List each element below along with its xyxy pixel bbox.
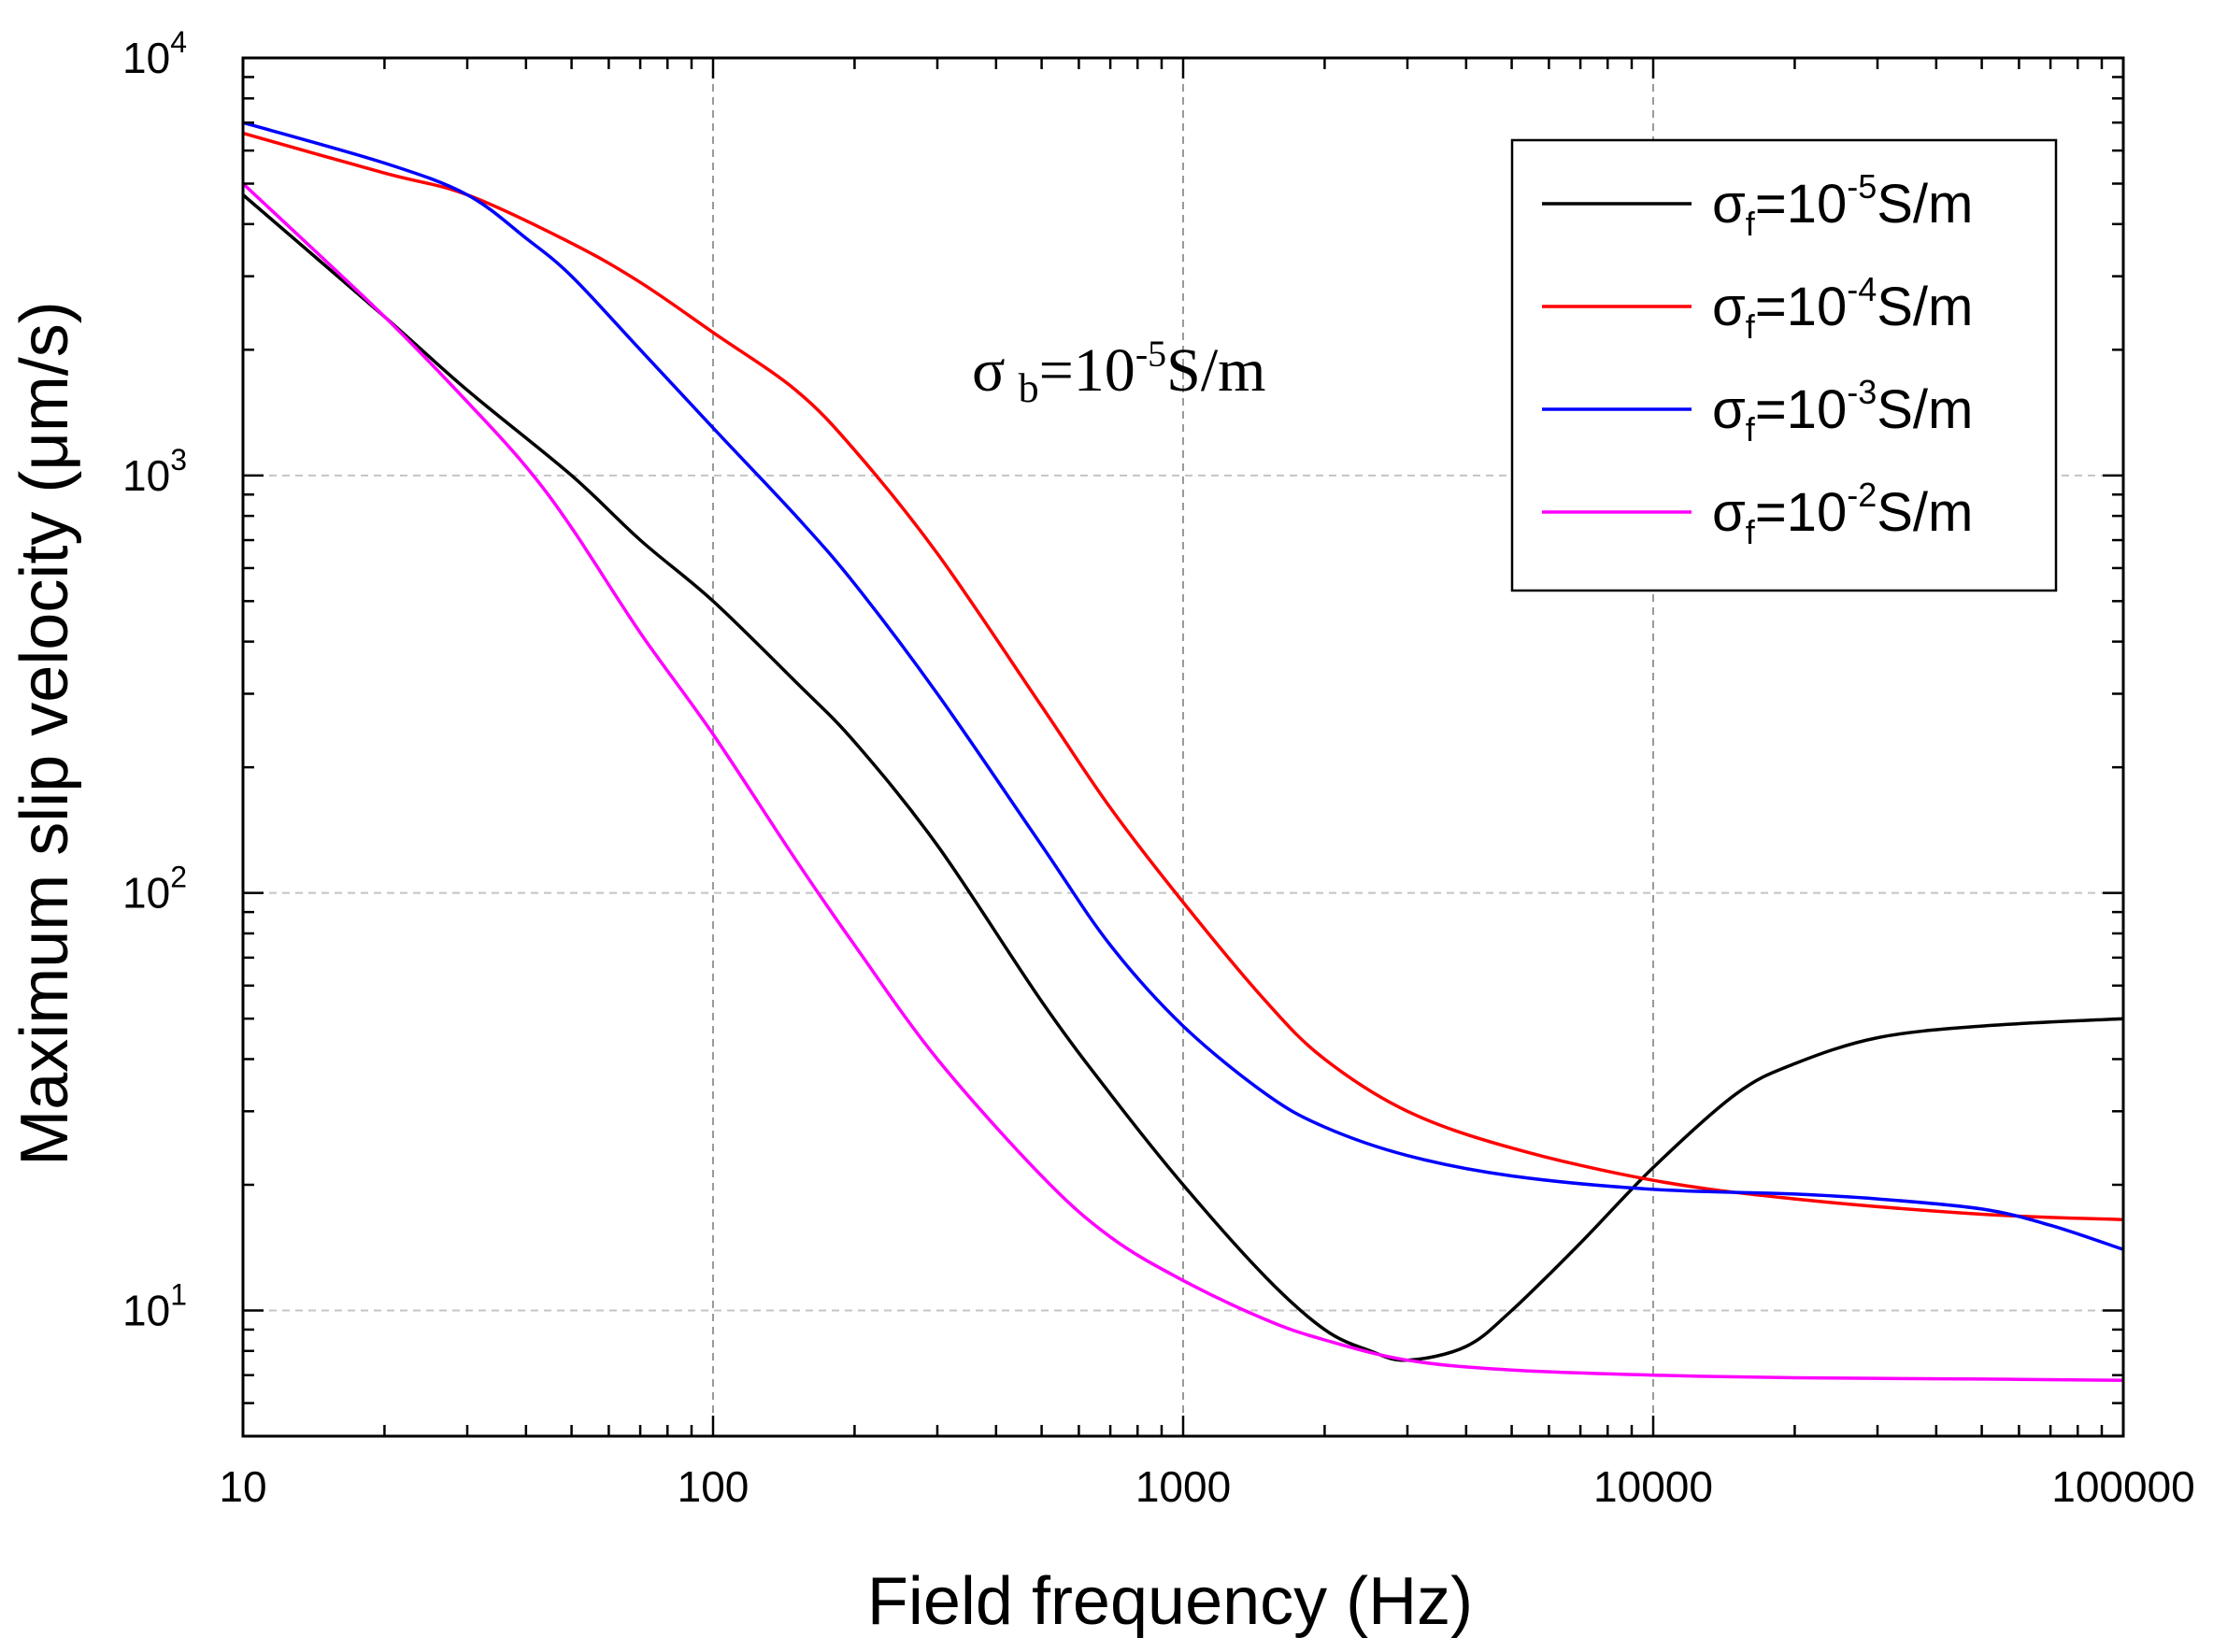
y-tick-base: 10 [122,1286,170,1334]
legend-entry: σf=10-2S/m [1542,476,1973,551]
superscript: -5 [1135,333,1166,375]
equals-ten: =10 [1755,379,1847,440]
legend-label: σf=10-2S/m [1712,476,1973,551]
y-tick-base: 10 [122,34,170,82]
superscript: -2 [1847,476,1877,514]
legend-entry: σf=10-3S/m [1542,373,1973,449]
y-tick-label: 103 [122,443,187,500]
y-tick-exponent: 4 [170,25,187,59]
equals-ten: =10 [1755,174,1847,235]
legend-entry: σf=10-4S/m [1542,270,1973,346]
y-tick-exponent: 1 [170,1277,187,1311]
unit: S/m [1877,174,1973,235]
sigma-symbol: σ [1712,174,1746,235]
subscript: f [1746,410,1756,449]
x-tick-labels: 10 100 1000 10000 100000 [219,1462,2194,1511]
x-tick-label: 10 [219,1462,266,1511]
subscript: f [1746,307,1756,346]
equals-ten: =10 [1755,482,1847,543]
subscript: f [1746,513,1756,551]
sigma-symbol: σ [972,336,1006,405]
equals-ten: =10 [1755,277,1847,337]
subscript: f [1746,205,1756,243]
legend-label: σf=10-3S/m [1712,373,1973,449]
sigma-b-annotation: σ b=10-5S/m [972,333,1266,411]
unit: S/m [1166,336,1265,405]
series-line-1 [241,193,2124,1362]
x-tick-label: 10000 [1593,1462,1713,1511]
y-tick-label: 101 [122,1277,187,1334]
superscript: -3 [1847,373,1877,411]
y-tick-label: 104 [122,25,187,82]
y-tick-exponent: 2 [170,861,187,894]
unit: S/m [1877,277,1973,337]
equals-ten: =10 [1039,336,1135,405]
legend-entry: σf=10-5S/m [1542,167,1973,243]
superscript: -5 [1847,167,1877,206]
unit: S/m [1877,379,1973,440]
series-lines [241,121,2124,1383]
sigma-symbol: σ [1712,482,1746,543]
subscript: b [1019,365,1039,411]
legend: σf=10-5S/mσf=10-4S/mσf=10-3S/mσf=10-2S/m [1510,138,2058,592]
sigma-symbol: σ [1712,277,1746,337]
y-axis-title: Maximum slip velocity (μm/s) [7,301,82,1166]
x-axis-title: Field frequency (Hz) [867,1564,1473,1639]
axis-ticks [241,56,2123,1438]
y-tick-label: 102 [122,861,187,918]
sigma-symbol: σ [1712,379,1746,440]
series-line-3 [242,121,2124,1251]
legend-box [1510,138,2058,592]
series-line-4 [241,182,2124,1383]
y-tick-base: 10 [122,869,170,918]
y-tick-base: 10 [122,451,170,500]
y-tick-exponent: 3 [170,443,187,477]
superscript: -4 [1847,270,1877,308]
legend-label: σf=10-5S/m [1712,167,1973,243]
legend-label: σf=10-4S/m [1712,270,1973,346]
x-tick-label: 100 [678,1462,750,1511]
x-tick-label: 100000 [2051,1462,2195,1511]
series-line-2 [242,131,2124,1222]
unit: S/m [1877,482,1973,543]
x-tick-label: 1000 [1135,1462,1231,1511]
